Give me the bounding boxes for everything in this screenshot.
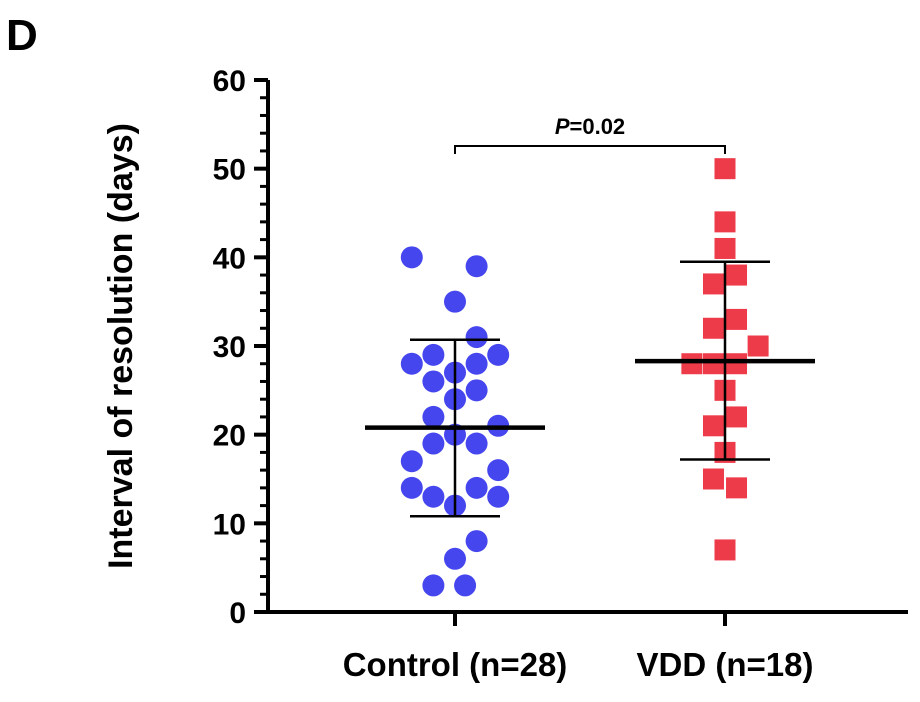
data-point-square <box>726 406 748 428</box>
data-point-circle <box>454 574 477 597</box>
data-point-square <box>702 317 724 339</box>
data-point-circle <box>465 379 488 402</box>
data-point-circle <box>422 343 445 366</box>
data-point-square <box>714 158 736 180</box>
data-point-circle <box>465 530 488 553</box>
data-point-circle <box>422 574 445 597</box>
data-point-circle <box>444 290 466 313</box>
data-point-square <box>726 308 748 330</box>
mean-sd-bars <box>365 260 815 518</box>
data-point-circle <box>400 476 423 499</box>
data-point-square <box>714 539 736 561</box>
data-point-square <box>726 477 748 499</box>
data-point-circle <box>400 352 423 375</box>
data-point-square <box>726 264 748 286</box>
data-point-circle <box>465 476 488 499</box>
data-point-circle <box>465 326 488 349</box>
data-points <box>400 158 769 597</box>
data-point-square <box>726 353 748 375</box>
y-tick-label: 40 <box>213 242 246 275</box>
y-tick-label: 0 <box>229 597 246 630</box>
data-point-circle <box>487 343 510 366</box>
data-point-square <box>714 211 736 233</box>
p-value-label: P=0.02 <box>555 114 625 139</box>
data-point-circle <box>422 405 445 428</box>
data-point-circle <box>465 352 488 375</box>
data-point-square <box>714 237 736 259</box>
y-axis-title: Interval of resolution (days) <box>102 123 140 569</box>
data-point-square <box>702 353 724 375</box>
y-tick-label: 20 <box>213 420 246 453</box>
data-point-square <box>702 468 724 490</box>
panel-label: D <box>6 11 38 60</box>
y-tick-label: 30 <box>213 331 246 364</box>
data-point-square <box>747 335 769 357</box>
significance-annotation: P=0.02 <box>454 114 726 154</box>
y-tick-label: 10 <box>213 508 246 541</box>
axes: 0 10 20 30 40 50 60 Control (n=28) VDD (n=18) <box>213 65 908 683</box>
data-point-circle <box>422 432 445 455</box>
data-point-circle <box>487 485 510 508</box>
y-tick-label: 60 <box>213 65 246 98</box>
significance-bracket <box>454 145 726 154</box>
data-point-circle <box>400 246 423 269</box>
data-point-circle <box>422 485 445 508</box>
x-category-label: VDD (n=18) <box>637 646 814 683</box>
data-point-square <box>702 273 724 295</box>
data-point-square <box>702 415 724 437</box>
data-point-square <box>681 353 703 375</box>
y-tick-label: 50 <box>213 154 246 187</box>
data-point-circle <box>422 370 445 393</box>
data-point-circle <box>465 255 488 278</box>
x-category-label: Control (n=28) <box>343 646 568 683</box>
data-point-circle <box>465 432 488 455</box>
data-point-circle <box>444 547 466 570</box>
data-point-circle <box>400 450 423 473</box>
data-point-circle <box>487 459 510 482</box>
